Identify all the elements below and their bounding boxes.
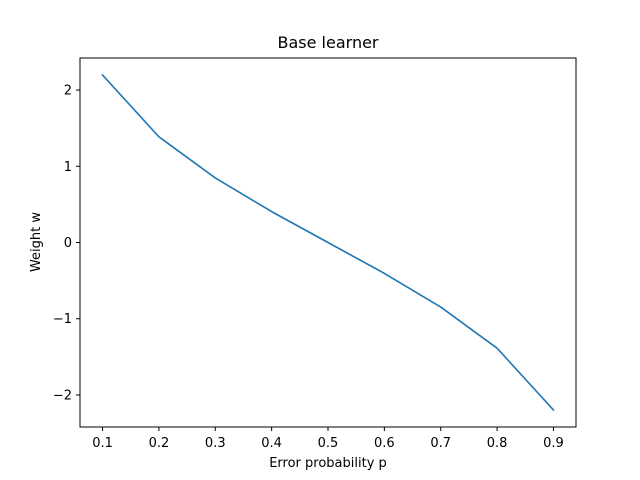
x-tick-label: 0.6 [374,436,395,451]
y-tick-label: 1 [64,160,72,175]
x-tick-label: 0.7 [430,436,451,451]
x-tick-label: 0.4 [261,436,282,451]
y-axis-ticks: −2 −1 0 1 2 [53,84,80,403]
y-tick-label: 0 [64,236,72,251]
x-axis-ticks: 0.1 0.2 0.3 0.4 0.5 0.6 0.7 0.8 0.9 [92,427,564,451]
x-tick-label: 0.2 [149,436,170,451]
plot-area: 0.1 0.2 0.3 0.4 0.5 0.6 0.7 0.8 0.9 −2 −1 0 1 2 [53,57,577,451]
x-tick-label: 0.5 [318,436,339,451]
chart-title: Base learner [278,33,379,52]
x-tick-label: 0.3 [205,436,226,451]
x-tick-label: 0.1 [92,436,113,451]
x-tick-label: 0.8 [487,436,508,451]
y-axis-label: Weight w [29,212,44,272]
y-tick-label: 2 [64,84,72,99]
x-tick-label: 0.9 [543,436,564,451]
y-tick-label: −1 [53,312,72,327]
x-axis-label: Error probability p [269,456,387,471]
series-line [101,73,555,412]
y-tick-label: −2 [53,388,72,403]
